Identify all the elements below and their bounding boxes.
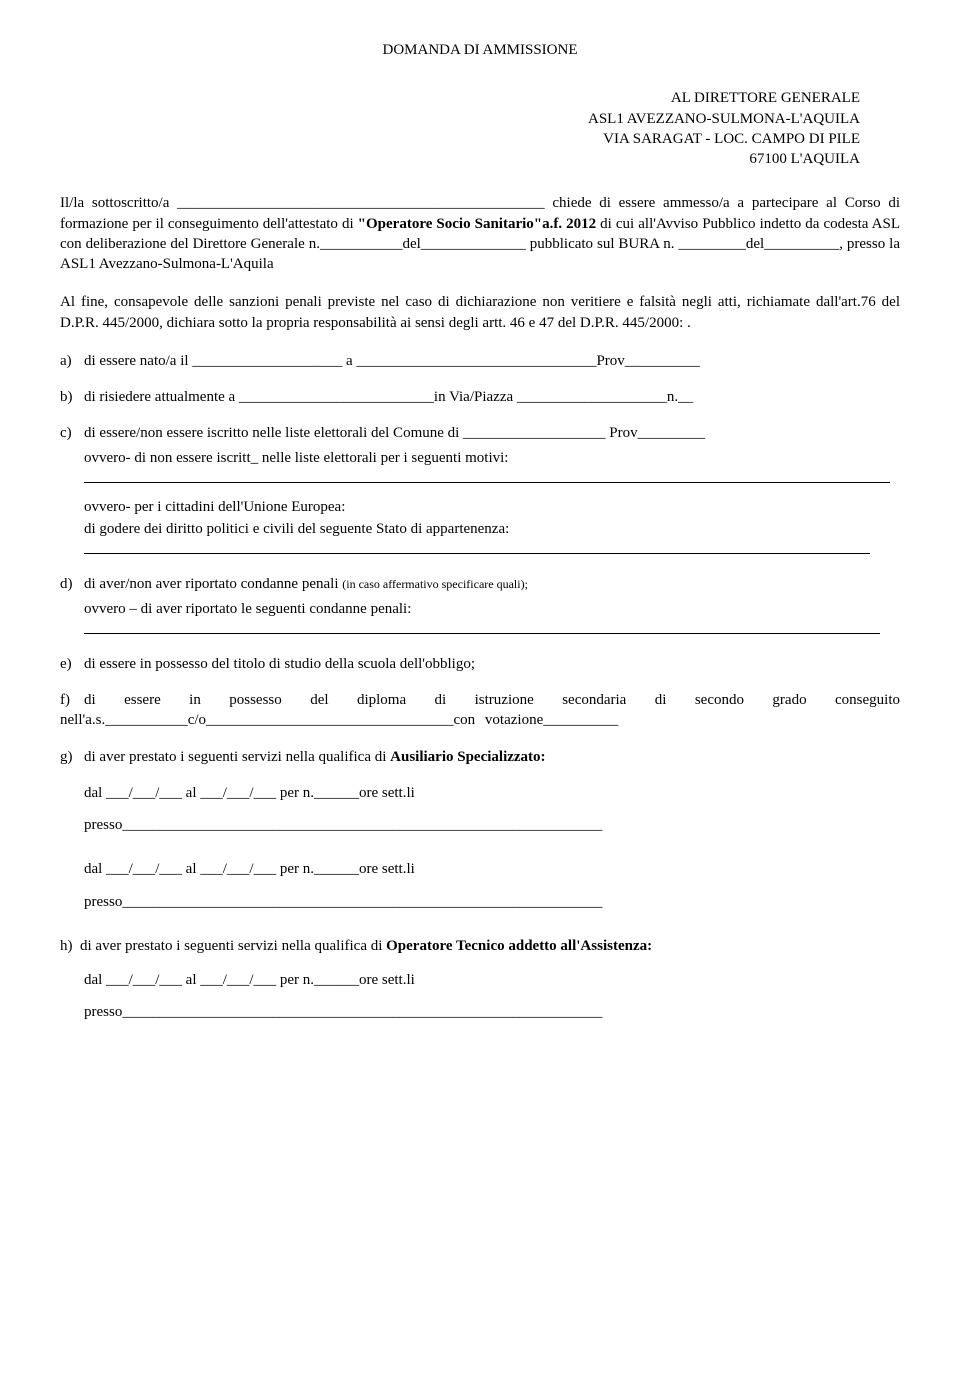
item-g: g)di aver prestato i seguenti servizi ne… [60, 747, 900, 767]
item-f: f)di essere in possesso del diploma di i… [60, 690, 900, 731]
item-f-prefix: f) [60, 690, 84, 710]
item-g-prefix: g) [60, 747, 84, 767]
item-a-text: di essere nato/a il ____________________… [84, 353, 700, 369]
item-g-text: di aver prestato i seguenti servizi nell… [84, 749, 390, 765]
item-e: e)di essere in possesso del titolo di st… [60, 654, 900, 674]
intro-paragraph: Il/la sottoscritto/a ___________________… [60, 193, 900, 274]
item-a-prefix: a) [60, 351, 84, 371]
item-h: h)di aver prestato i seguenti servizi ne… [60, 936, 900, 956]
g-presso-2: presso__________________________________… [84, 892, 900, 912]
h-dal-1: dal ___/___/___ al ___/___/___ per n.___… [84, 970, 900, 990]
item-d-prefix: d) [60, 574, 84, 594]
item-c-line1: di essere/non essere iscritto nelle list… [84, 425, 705, 441]
address-block: AL DIRETTORE GENERALE ASL1 AVEZZANO-SULM… [60, 88, 900, 169]
item-d-text1: di aver/non aver riportato condanne pena… [84, 576, 342, 592]
h-presso-1: presso__________________________________… [84, 1002, 900, 1022]
item-c-line4: di godere dei diritto politici e civili … [84, 519, 900, 539]
item-b: b)di risiedere attualmente a ___________… [60, 387, 900, 407]
item-c-blank1 [84, 482, 890, 483]
address-line-2: ASL1 AVEZZANO-SULMONA-L'AQUILA [60, 109, 860, 129]
item-b-prefix: b) [60, 387, 84, 407]
item-d-text2: ovvero – di aver riportato le seguenti c… [84, 599, 900, 619]
address-line-3: VIA SARAGAT - LOC. CAMPO DI PILE [60, 129, 860, 149]
address-line-1: AL DIRETTORE GENERALE [60, 88, 860, 108]
item-h-text: di aver prestato i seguenti servizi nell… [80, 938, 386, 954]
item-b-text: di risiedere attualmente a _____________… [84, 389, 693, 405]
item-h-prefix: h) [60, 936, 80, 956]
g-dal-1: dal ___/___/___ al ___/___/___ per n.___… [84, 783, 900, 803]
g-dal-2: dal ___/___/___ al ___/___/___ per n.___… [84, 859, 900, 879]
item-c-blank2 [84, 553, 870, 554]
item-d-small: (in caso affermativo specificare quali); [342, 577, 528, 591]
item-f-text: di essere in possesso del diploma di ist… [60, 692, 900, 728]
g-presso-1: presso__________________________________… [84, 815, 900, 835]
document-title: DOMANDA DI AMMISSIONE [60, 40, 900, 60]
item-c-prefix: c) [60, 423, 84, 443]
item-d-blank [84, 633, 880, 634]
item-c-line2: ovvero- di non essere iscritt_ nelle lis… [84, 448, 900, 468]
item-c: c)di essere/non essere iscritto nelle li… [60, 423, 900, 443]
item-e-prefix: e) [60, 654, 84, 674]
item-a: a)di essere nato/a il __________________… [60, 351, 900, 371]
item-c-line3: ovvero- per i cittadini dell'Unione Euro… [84, 497, 900, 517]
item-d: d)di aver/non aver riportato condanne pe… [60, 574, 900, 594]
declaration-paragraph: Al fine, consapevole delle sanzioni pena… [60, 292, 900, 333]
item-g-bold: Ausiliario Specializzato: [390, 749, 545, 765]
item-h-bold: Operatore Tecnico addetto all'Assistenza… [386, 938, 652, 954]
address-line-4: 67100 L'AQUILA [60, 149, 860, 169]
intro-bold: "Operatore Socio Sanitario"a.f. 2012 [358, 216, 596, 232]
item-e-text: di essere in possesso del titolo di stud… [84, 656, 475, 672]
